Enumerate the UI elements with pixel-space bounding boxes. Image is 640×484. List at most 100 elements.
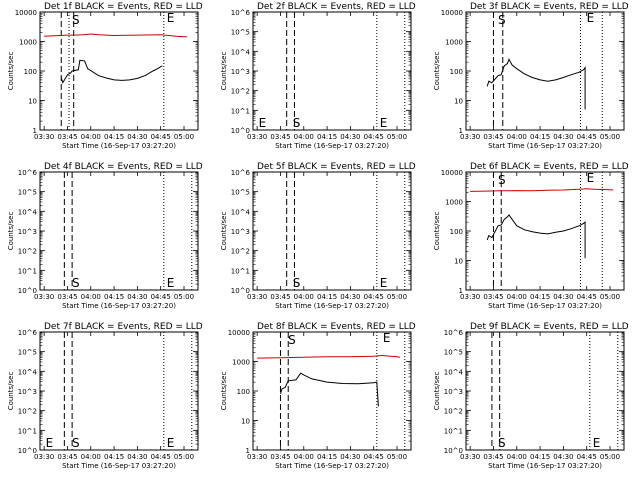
y-tick-label: 10^2 (231, 248, 250, 256)
y-tick-label: 10^1 (231, 267, 250, 275)
y-tick-label: 10^6 (18, 169, 38, 177)
y-tick-label: 100 (450, 68, 463, 76)
x-tick-label: 03:45 (270, 133, 290, 141)
y-tick-label: 10^6 (18, 329, 38, 337)
event-marker-label: S (498, 13, 506, 27)
x-tick-label: 05:00 (174, 133, 194, 141)
event-marker-label: E (593, 436, 601, 450)
panel-title: Det 9f BLACK = Events, RED = LLD (470, 322, 629, 332)
event-marker-label: S (72, 276, 80, 290)
x-tick-label: 03:30 (460, 133, 480, 141)
x-tick-label: 04:15 (104, 133, 124, 141)
event-marker-label: E (587, 171, 595, 185)
y-tick-label: 10^5 (18, 189, 37, 197)
x-tick-label: 04:30 (553, 133, 573, 141)
x-axis-label: Start Time (16-Sep-17 03:27:20) (62, 462, 176, 470)
event-marker-label: E (383, 331, 391, 345)
y-tick-label: 10^6 (231, 169, 251, 177)
x-tick-label: 04:45 (577, 133, 597, 141)
x-tick-label: 05:00 (387, 293, 407, 301)
detector-panel: Det 3f BLACK = Events, RED = LLD Counts/s… (433, 2, 629, 150)
x-tick-label: 04:30 (340, 453, 360, 461)
event-marker-label: S (72, 436, 80, 450)
event-marker-label: S (498, 436, 506, 450)
series-line (44, 33, 188, 38)
x-tick-label: 04:00 (294, 453, 314, 461)
series-line (60, 59, 163, 84)
x-tick-label: 04:45 (151, 293, 171, 301)
y-tick-label: 10^1 (18, 267, 37, 275)
x-tick-label: 04:00 (81, 293, 101, 301)
plot-frame (252, 11, 412, 131)
event-marker-label: S (293, 276, 301, 290)
x-axis-label: Start Time (16-Sep-17 03:27:20) (275, 142, 389, 150)
y-tick-label: 10^1 (231, 107, 250, 115)
x-tick-label: 04:30 (553, 453, 573, 461)
y-tick-label: 1 (459, 287, 463, 295)
y-axis-label: Counts/sec (220, 372, 228, 411)
y-tick-label: 10^3 (18, 228, 37, 236)
x-axis-label: Start Time (16-Sep-17 03:27:20) (488, 462, 602, 470)
x-tick-label: 04:00 (507, 453, 527, 461)
plot-frame (465, 331, 625, 451)
x-tick-label: 04:45 (577, 293, 597, 301)
x-tick-label: 03:30 (460, 453, 480, 461)
y-tick-label: 10 (454, 98, 463, 106)
y-tick-label: 10^4 (18, 368, 38, 376)
y-tick-label: 1000 (445, 39, 463, 47)
panel-title: Det 5f BLACK = Events, RED = LLD (257, 162, 416, 172)
x-tick-label: 04:30 (127, 133, 147, 141)
x-tick-label: 04:15 (317, 133, 337, 141)
detector-panel: Det 9f BLACK = Events, RED = LLD Counts/s… (433, 322, 629, 470)
y-tick-label: 1 (459, 127, 463, 135)
event-marker-label: E (167, 436, 175, 450)
y-tick-label: 1 (33, 127, 37, 135)
y-tick-label: 10^3 (444, 388, 463, 396)
x-tick-label: 04:30 (340, 293, 360, 301)
y-tick-label: 10^0 (231, 127, 250, 135)
x-axis-label: Start Time (16-Sep-17 03:27:20) (62, 302, 176, 310)
x-tick-label: 04:00 (507, 293, 527, 301)
x-tick-label: 03:45 (57, 133, 77, 141)
x-axis-label: Start Time (16-Sep-17 03:27:20) (488, 142, 602, 150)
plot-frame (39, 11, 199, 131)
x-tick-label: 04:45 (151, 453, 171, 461)
y-axis-label: Counts/sec (220, 52, 228, 91)
y-tick-label: 10^5 (444, 349, 463, 357)
x-axis-label: Start Time (16-Sep-17 03:27:20) (62, 142, 176, 150)
detector-panel: Det 1f BLACK = Events, RED = LLD Counts/s… (7, 2, 203, 150)
x-axis-label: Start Time (16-Sep-17 03:27:20) (488, 302, 602, 310)
y-tick-label: 10000 (228, 329, 250, 337)
x-tick-label: 04:15 (104, 293, 124, 301)
y-tick-label: 10^6 (444, 329, 464, 337)
y-axis-label: Counts/sec (7, 52, 15, 91)
panel-title: Det 7f BLACK = Events, RED = LLD (44, 322, 203, 332)
y-tick-label: 10000 (441, 169, 463, 177)
panel-title: Det 6f BLACK = Events, RED = LLD (470, 162, 629, 172)
x-tick-label: 03:45 (483, 453, 503, 461)
y-tick-label: 10^2 (18, 248, 37, 256)
y-tick-label: 10^5 (231, 189, 250, 197)
series-line (486, 58, 586, 110)
y-tick-label: 10^2 (444, 408, 463, 416)
x-axis-label: Start Time (16-Sep-17 03:27:20) (275, 302, 389, 310)
y-tick-label: 10000 (441, 9, 463, 17)
x-tick-label: 03:45 (483, 133, 503, 141)
x-tick-label: 04:00 (81, 133, 101, 141)
y-tick-label: 10^0 (18, 287, 37, 295)
y-tick-label: 1000 (19, 39, 37, 47)
panel-title: Det 2f BLACK = Events, RED = LLD (257, 2, 416, 12)
detector-panel: Det 2f BLACK = Events, RED = LLD Counts/s… (220, 2, 416, 150)
y-tick-label: 100 (450, 228, 463, 236)
detector-panel: Det 6f BLACK = Events, RED = LLD Counts/s… (433, 162, 629, 310)
y-tick-label: 1000 (232, 359, 250, 367)
x-tick-label: 03:45 (483, 293, 503, 301)
y-tick-label: 10^0 (18, 447, 37, 455)
y-tick-label: 10^5 (231, 29, 250, 37)
x-tick-label: 04:45 (364, 293, 384, 301)
x-tick-label: 04:00 (507, 133, 527, 141)
y-axis-label: Counts/sec (220, 212, 228, 251)
event-marker-label: E (380, 116, 388, 130)
y-tick-label: 100 (237, 388, 250, 396)
